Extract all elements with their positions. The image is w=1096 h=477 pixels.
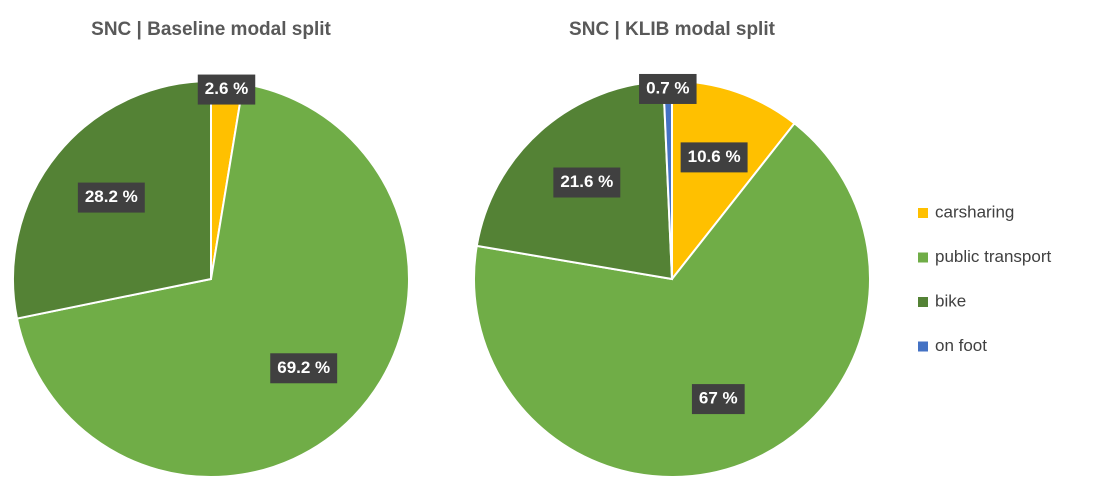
data-label-box (553, 167, 621, 198)
legend-swatch (918, 208, 928, 218)
legend-label: bike (935, 291, 966, 310)
chart-title: SNC | Baseline modal split (91, 19, 331, 40)
data-label-box (691, 384, 745, 415)
data-label: 21.6 % (560, 172, 613, 191)
legend-swatch (918, 297, 928, 307)
data-label-box (270, 353, 338, 384)
legend-label: public transport (935, 247, 1052, 266)
data-label: 67 % (699, 389, 738, 408)
data-label-box (197, 74, 256, 105)
pie-slice (473, 121, 871, 477)
legend-swatch (918, 252, 928, 263)
data-label: 2.6 % (205, 79, 248, 98)
data-label-box (77, 182, 145, 213)
data-label-box (639, 73, 697, 104)
legend-swatch (918, 341, 928, 352)
data-label-box (680, 142, 748, 173)
legend-label: carsharing (935, 202, 1014, 221)
data-label: 10.6 % (688, 147, 741, 166)
chart-title: SNC | KLIB modal split (569, 19, 776, 40)
legend-label: on foot (935, 336, 987, 355)
data-label: 69.2 % (277, 358, 330, 377)
data-label: 0.7 % (646, 78, 689, 97)
data-label: 28.2 % (85, 187, 138, 206)
